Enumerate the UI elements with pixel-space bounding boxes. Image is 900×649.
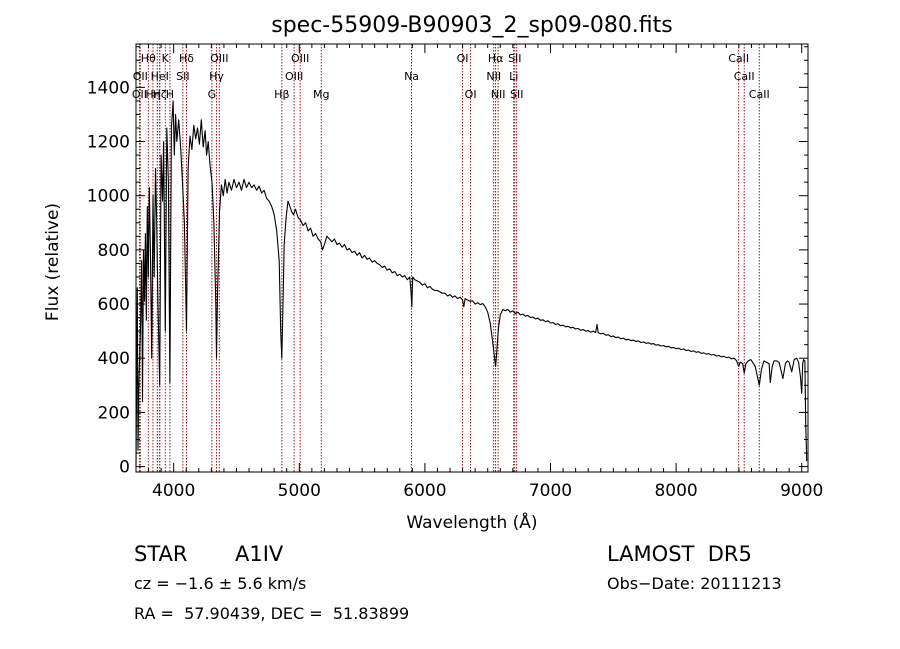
radial-velocity: cz = −1.6 ± 5.6 km/s [134,574,307,593]
y-tick-label: 800 [98,241,130,261]
line-marker-label: Hγ [209,70,224,83]
line-marker-label: K [162,52,170,65]
object-class: STAR [134,542,188,566]
survey-release: LAMOST DR5 [607,542,752,566]
y-tick-label: 1200 [87,133,130,153]
observation-date: Obs−Date: 20111213 [607,574,782,593]
x-axis-ticks: 4000 5000 6000 7000 8000 9000 [135,44,823,501]
y-tick-label: 400 [98,349,130,369]
x-tick-label: 9000 [780,481,823,501]
line-marker-label: OI [457,52,469,65]
y-tick-label: 200 [98,403,130,423]
line-marker-label: Li [509,70,518,83]
line-marker-label: SII [176,70,189,83]
line-markers [138,44,760,472]
line-marker-label: NII [491,88,506,101]
line-marker-label: Hθ [141,52,156,65]
line-marker-label: CaII [734,70,755,83]
line-marker-labels: OIIOIIHθHηHζHeIKHSIIHδGHγOIIIHβOIIIOIIIM… [132,52,770,101]
line-marker-label: Hβ [274,88,289,101]
line-marker-label: OIII [285,70,303,83]
line-marker-label: OIII [210,52,228,65]
x-tick-label: 4000 [152,481,195,501]
line-marker-label: OIII [291,52,309,65]
y-tick-label: 0 [119,458,130,478]
spectrum-series [135,100,808,467]
x-tick-label: 8000 [654,481,697,501]
line-marker-label: Hα [488,52,504,65]
y-tick-label: 1000 [87,187,130,207]
line-marker-label: H [166,88,174,101]
line-marker-label: NII [486,70,501,83]
line-marker-label: Hη [145,88,160,101]
line-marker-label: Mg [313,88,329,101]
y-axis-ticks: 0 200 400 600 800 1000 1200 1400 [87,46,808,478]
chart-title: spec-55909-B90903_2_sp09-080.fits [271,13,673,38]
x-axis-label: Wavelength (Å) [406,511,537,533]
spectrum-line [135,100,808,467]
line-marker-label: HeI [151,70,169,83]
plot-frame [135,43,809,473]
x-tick-label: 7000 [529,481,572,501]
sky-coordinates: RA = 57.90439, DEC = 51.83899 [134,604,410,623]
line-marker-label: SII [510,88,523,101]
line-marker-label: Na [404,70,419,83]
line-marker-label: Hζ [153,88,167,101]
spectral-subclass: A1IV [235,542,284,566]
y-axis-label: Flux (relative) [43,203,63,321]
line-marker-label: OII [133,70,148,83]
line-marker-label: G [208,88,217,101]
x-tick-label: 5000 [278,481,321,501]
x-tick-label: 6000 [403,481,446,501]
line-marker-label: SII [508,52,521,65]
line-marker-label: CaII [749,88,770,101]
line-marker-label: Hδ [179,52,194,65]
y-tick-label: 600 [98,295,130,315]
line-marker-label: CaII [728,52,749,65]
line-marker-label: OI [465,88,477,101]
y-tick-label: 1400 [87,78,130,98]
